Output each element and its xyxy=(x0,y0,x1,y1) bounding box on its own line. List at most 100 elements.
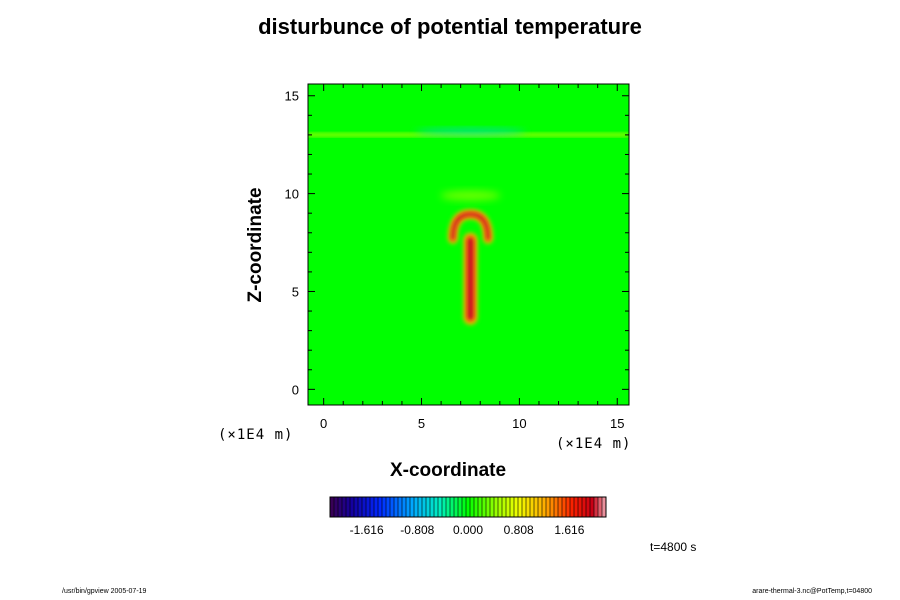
colorbar-cell xyxy=(598,497,603,517)
colorbar-cell xyxy=(458,497,463,517)
colorbar-cell xyxy=(570,497,575,517)
x-tick-label: 10 xyxy=(512,416,526,431)
colorbar-cell xyxy=(518,497,523,517)
colorbar-cell xyxy=(514,497,519,517)
colorbar-cell xyxy=(498,497,503,517)
colorbar-cell xyxy=(502,497,507,517)
colorbar-cell xyxy=(362,497,367,517)
colorbar-cell xyxy=(370,497,375,517)
colorbar-cell xyxy=(430,497,435,517)
colorbar-cell xyxy=(346,497,351,517)
colorbar-cell xyxy=(482,497,487,517)
y-axis-unit: (×1E4 m) xyxy=(218,427,294,443)
colorbar-cell xyxy=(358,497,363,517)
colorbar-cell xyxy=(594,497,599,517)
colorbar-cell xyxy=(558,497,563,517)
colorbar-cell xyxy=(530,497,535,517)
colorbar-cell xyxy=(578,497,583,517)
plot-frame xyxy=(307,83,630,406)
y-tick-label: 10 xyxy=(285,187,299,202)
colorbar-cell xyxy=(402,497,407,517)
colorbar-tick-label: 0.808 xyxy=(504,523,534,537)
y-tick-label: 5 xyxy=(292,284,299,299)
colorbar-cell xyxy=(366,497,371,517)
colorbar-cell xyxy=(330,497,335,517)
colorbar-cell xyxy=(550,497,555,517)
tropopause-negative-anomaly xyxy=(415,128,526,135)
colorbar-cell xyxy=(398,497,403,517)
colorbar-cell xyxy=(538,497,543,517)
footer-right: arare-thermal-3.nc@PotTemp,t=04800 xyxy=(752,588,872,595)
colorbar-cell xyxy=(506,497,511,517)
y-axis-label: Z-coordinate xyxy=(245,187,266,303)
colorbar-cell xyxy=(382,497,387,517)
time-label: t=4800 s xyxy=(650,540,697,554)
colorbar-cell xyxy=(510,497,515,517)
colorbar-tick-label: 0.000 xyxy=(453,523,483,537)
colorbar-cell xyxy=(534,497,539,517)
colorbar-cell xyxy=(474,497,479,517)
colorbar-cell xyxy=(334,497,339,517)
colorbar-cell xyxy=(582,497,587,517)
colorbar-cell xyxy=(462,497,467,517)
colorbar-cell xyxy=(554,497,559,517)
colorbar-frame xyxy=(329,496,607,518)
weak-warm-band xyxy=(440,190,501,201)
colorbar-cell xyxy=(378,497,383,517)
x-tick-label: 15 xyxy=(610,416,624,431)
axis-ticks xyxy=(308,84,629,405)
colorbar-cell xyxy=(418,497,423,517)
colorbar-cell xyxy=(386,497,391,517)
colorbar-cell xyxy=(446,497,451,517)
colorbar-cell xyxy=(390,497,395,517)
colorbar-cell xyxy=(470,497,475,517)
colorbar-cell xyxy=(522,497,527,517)
colorbar-cell xyxy=(542,497,547,517)
colorbar-cell xyxy=(434,497,439,517)
x-axis-unit: (×1E4 m) xyxy=(556,436,632,452)
heatmap-field xyxy=(308,84,629,405)
colorbar-cell xyxy=(602,497,607,517)
colorbar-cell xyxy=(494,497,499,517)
colorbar-cell xyxy=(410,497,415,517)
y-tick-label: 15 xyxy=(285,89,299,104)
x-axis-label: X-coordinate xyxy=(389,460,507,481)
footer-left: /usr/bin/gpview 2005-07-19 xyxy=(62,588,147,595)
colorbar-tick-label: -0.808 xyxy=(400,523,434,537)
y-tick-label: 0 xyxy=(292,382,299,397)
colorbar-cell xyxy=(414,497,419,517)
colorbar: -1.616 -0.808 0.000 0.808 1.616 xyxy=(329,496,607,537)
colorbar-cell xyxy=(478,497,483,517)
colorbar-cell xyxy=(546,497,551,517)
colorbar-cell xyxy=(526,497,531,517)
colorbar-cell xyxy=(490,497,495,517)
colorbar-cell xyxy=(466,497,471,517)
colorbar-cell xyxy=(586,497,591,517)
colorbar-cell xyxy=(454,497,459,517)
colorbar-cell xyxy=(450,497,455,517)
colorbar-cell xyxy=(338,497,343,517)
chart-title: disturbunce of potential temperature xyxy=(258,14,642,39)
tropopause-band xyxy=(308,133,629,137)
colorbar-cell xyxy=(354,497,359,517)
x-tick-label: 5 xyxy=(418,416,425,431)
colorbar-cell xyxy=(394,497,399,517)
plume-cap-core xyxy=(450,212,491,241)
colorbar-cell xyxy=(350,497,355,517)
colorbar-tick-label: 1.616 xyxy=(554,523,584,537)
colorbar-cell xyxy=(374,497,379,517)
colorbar-tick-label: -1.616 xyxy=(350,523,384,537)
colorbar-cell xyxy=(342,497,347,517)
colorbar-cell xyxy=(442,497,447,517)
colorbar-cell xyxy=(406,497,411,517)
colorbar-cell xyxy=(574,497,579,517)
colorbar-cell xyxy=(486,497,491,517)
colorbar-cell xyxy=(562,497,567,517)
plume-stem-core xyxy=(466,236,474,321)
x-tick-label: 0 xyxy=(320,416,327,431)
colorbar-cell xyxy=(422,497,427,517)
colorbar-cell xyxy=(426,497,431,517)
colorbar-cell xyxy=(566,497,571,517)
colorbar-cell xyxy=(590,497,595,517)
